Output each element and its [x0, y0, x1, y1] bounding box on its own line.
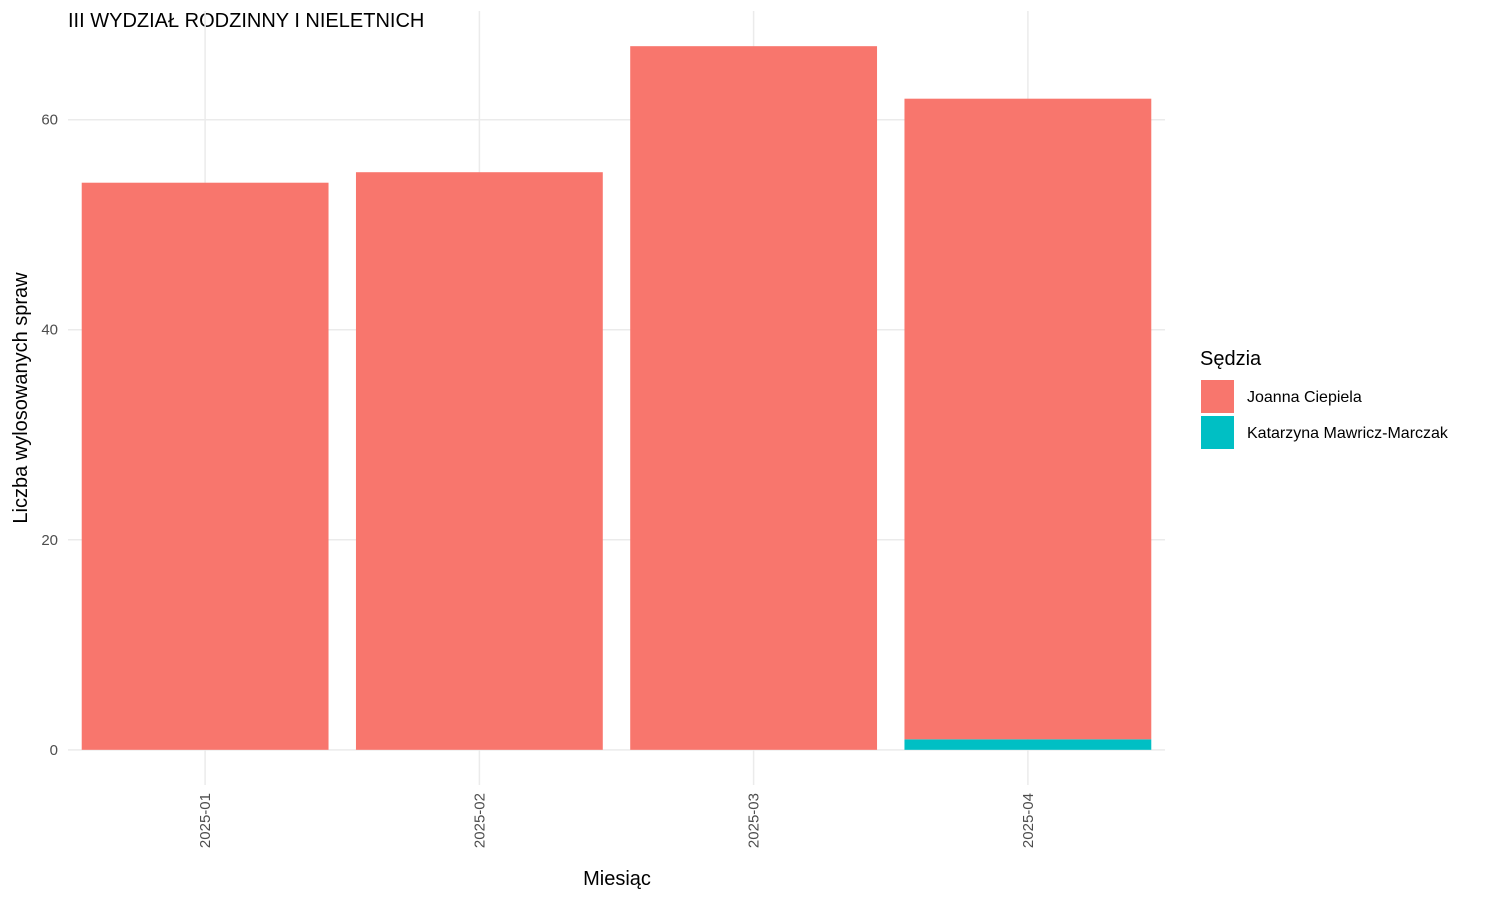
x-tick-label: 2025-03	[746, 793, 763, 848]
y-tick-label: 40	[41, 322, 58, 339]
y-tick-label: 20	[41, 532, 58, 549]
x-tick-label: 2025-01	[197, 793, 214, 848]
chart-title: III WYDZIAŁ RODZINNY I NIELETNICH	[68, 10, 424, 32]
bar-segment	[904, 739, 1152, 750]
legend-key	[1201, 416, 1234, 449]
legend-label: Joanna Ciepiela	[1247, 389, 1362, 406]
legend-label: Katarzyna Mawricz-Marczak	[1247, 425, 1449, 442]
legend-key	[1201, 380, 1234, 413]
bar-segment	[630, 46, 878, 750]
legend-title: Sędzia	[1200, 348, 1262, 370]
x-axis-label: Miesiąc	[583, 868, 651, 890]
bar-segment	[904, 98, 1152, 740]
x-tick-label: 2025-02	[471, 793, 488, 848]
bar-segment	[355, 172, 603, 750]
y-tick-label: 60	[41, 112, 58, 129]
y-tick-label: 0	[50, 742, 58, 759]
y-axis-label: Liczba wylosowanych spraw	[10, 272, 32, 524]
x-tick-label: 2025-04	[1020, 793, 1037, 848]
bar-segment	[81, 182, 329, 750]
